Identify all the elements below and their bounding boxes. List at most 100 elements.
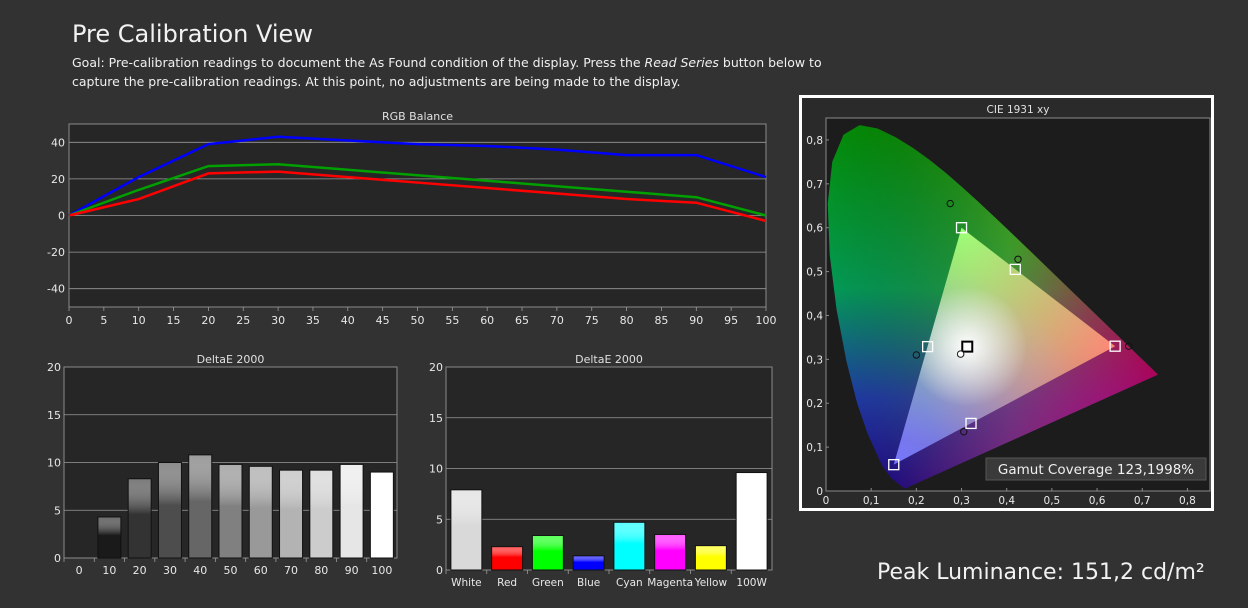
x-tick-label: White <box>451 577 482 589</box>
target-point-6 <box>961 340 974 353</box>
rgb-balance-chart: RGB Balance 40 20 0 -20 -40 0 5 10 15 20 25 30 35 40 45… <box>47 110 777 327</box>
gamut-coverage-box <box>985 457 1207 481</box>
chart-title: CIE 1931 xy <box>987 104 1050 116</box>
x-tick-label: Green <box>532 577 564 589</box>
x-tick-label: 40 <box>193 564 207 577</box>
x-tick-label: Blue <box>577 577 600 589</box>
x-tick-label: 90 <box>689 314 703 327</box>
target-gamut-white <box>893 227 1116 465</box>
x-tick-label: 0,2 <box>908 495 925 507</box>
bar-1 <box>491 546 524 571</box>
x-tick-label: 45 <box>376 314 390 327</box>
series-line-2 <box>68 170 767 223</box>
bar-9 <box>339 463 364 559</box>
y-tick-label: 5 <box>436 513 443 526</box>
x-tick-label: 0 <box>66 314 73 327</box>
y-tick-label: 0 <box>436 564 443 577</box>
x-tick-label: 70 <box>284 564 298 577</box>
x-tick-label: Yellow <box>694 577 728 589</box>
target-point-2 <box>888 459 900 471</box>
page-title: Pre Calibration View <box>72 20 313 48</box>
chart-title: DeltaE 2000 <box>197 353 265 366</box>
bar-6 <box>694 545 727 571</box>
y-tick-label: 10 <box>47 457 61 470</box>
measured-point-4 <box>1014 255 1022 264</box>
chart-title: RGB Balance <box>382 110 453 123</box>
goal-text-1: Goal: Pre-calibration readings to docume… <box>72 55 645 70</box>
x-tick-label: 80 <box>620 314 634 327</box>
x-tick-label: 0 <box>76 564 83 577</box>
bar-2 <box>127 478 152 559</box>
x-tick-label: 10 <box>132 314 146 327</box>
deltae-grayscale-chart: DeltaE 2000 0 5 10 15 20 0 10 20 30 40 50 60 70 80 90 10… <box>47 353 398 577</box>
bar-5 <box>654 533 687 571</box>
x-tick-label: 0,4 <box>998 495 1015 507</box>
x-tick-label: 85 <box>654 314 668 327</box>
y-tick-label: -40 <box>47 283 65 296</box>
x-tick-label: 70 <box>550 314 564 327</box>
x-tick-label: 0,5 <box>1044 495 1061 507</box>
x-tick-label: 65 <box>515 314 529 327</box>
target-point-1 <box>955 222 968 234</box>
cie-1931-chart: CIE 1931 xy 0 0,1 0,2 0,3 0,4 0,5 0,6 0,7 0,8 0 0,1… <box>802 98 1211 508</box>
measured-point-0 <box>1124 342 1133 350</box>
x-tick-label: 100 <box>756 314 777 327</box>
y-tick-label: 10 <box>429 463 443 476</box>
measured-point-1 <box>946 199 954 208</box>
bar-10 <box>369 471 394 559</box>
x-tick-label: 80 <box>314 564 328 577</box>
bar-8 <box>309 469 334 559</box>
y-tick-label: 0,1 <box>806 442 823 454</box>
x-tick-label: 0 <box>823 495 830 507</box>
x-tick-label: 55 <box>445 314 459 327</box>
target-point-0 <box>1109 340 1121 352</box>
y-tick-label: 15 <box>47 409 61 422</box>
goal-description: Goal: Pre-calibration readings to docume… <box>72 53 852 91</box>
bar-7 <box>279 469 304 559</box>
y-tick-label: 0 <box>54 552 61 565</box>
x-tick-label: 20 <box>133 564 147 577</box>
peak-luminance: Peak Luminance: 151,2 cd/m² <box>877 560 1205 585</box>
y-tick-label: 0,5 <box>806 267 823 279</box>
y-tick-label: 0,7 <box>806 179 823 191</box>
bar-7 <box>735 472 768 571</box>
x-tick-label: 0,8 <box>1179 495 1196 507</box>
measured-point-3 <box>960 428 968 436</box>
x-tick-label: 35 <box>306 314 320 327</box>
deltae-color-chart: DeltaE 2000 0 5 10 15 20 White Red Green Blue Cyan… <box>429 353 773 589</box>
x-tick-label: 75 <box>585 314 599 327</box>
x-tick-label: 0,3 <box>953 495 970 507</box>
x-tick-label: 20 <box>201 314 215 327</box>
measured-point-2 <box>912 351 921 359</box>
y-tick-label: -20 <box>47 246 65 259</box>
x-tick-label: 0,6 <box>1089 495 1106 507</box>
x-tick-label: 60 <box>480 314 494 327</box>
x-tick-label: 100 <box>371 564 392 577</box>
series-line-0 <box>68 135 767 217</box>
x-tick-label: 0,7 <box>1134 495 1151 507</box>
x-tick-label: 5 <box>100 314 107 327</box>
y-tick-label: 20 <box>47 361 61 374</box>
x-tick-label: Cyan <box>616 577 643 589</box>
bar-0 <box>450 489 483 571</box>
bar-4 <box>188 454 213 559</box>
x-tick-label: Red <box>497 577 517 589</box>
x-tick-label: 30 <box>271 314 285 327</box>
measured-white <box>956 350 965 358</box>
x-tick-label: 25 <box>236 314 250 327</box>
x-tick-label: 10 <box>102 564 116 577</box>
y-tick-label: 0,3 <box>806 354 823 366</box>
target-point-5 <box>1009 263 1021 276</box>
y-tick-label: 5 <box>54 504 61 517</box>
x-tick-label: 50 <box>224 564 238 577</box>
x-tick-label: 0,1 <box>863 495 880 507</box>
y-tick-label: 0,6 <box>806 223 823 235</box>
bar-4 <box>613 521 646 571</box>
x-tick-label: 90 <box>345 564 359 577</box>
goal-text-2: button below to capture the pre-calibrat… <box>72 55 822 89</box>
gamut-coverage-label: Gamut Coverage 123,1998% <box>998 462 1194 478</box>
y-tick-label: 0,2 <box>806 398 823 410</box>
y-tick-label: 0,8 <box>806 135 823 147</box>
x-tick-label: 40 <box>341 314 355 327</box>
y-tick-label: 0 <box>58 210 65 223</box>
